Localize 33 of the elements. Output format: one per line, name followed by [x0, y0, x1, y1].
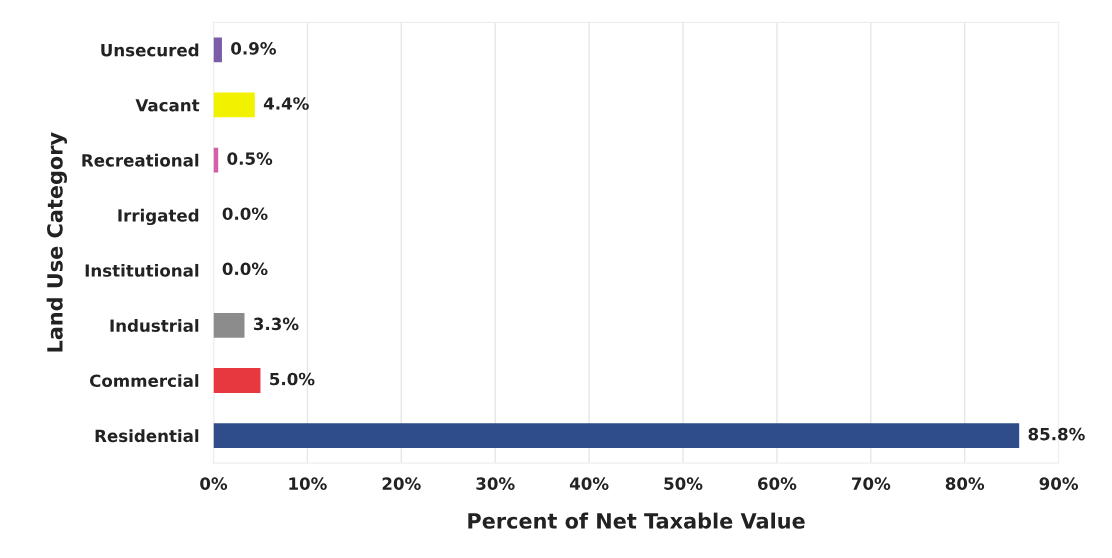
x-axis-title: Percent of Net Taxable Value [468, 512, 805, 529]
y-tick-label: Residential [95, 429, 199, 443]
y-tick-label: Irrigated [118, 208, 199, 226]
data-label: 0.0% [222, 262, 268, 276]
x-tick-label: 20% [382, 477, 421, 490]
x-tick-label: 50% [664, 477, 703, 490]
data-label: 0.9% [231, 42, 276, 55]
x-tick-label: 90% [1039, 477, 1079, 490]
x-tick-label: 10% [289, 477, 327, 490]
data-label: 4.4% [263, 97, 309, 110]
data-label: 3.3% [253, 317, 299, 331]
data-label: 0.0% [222, 207, 268, 221]
bar [213, 37, 222, 63]
bar [213, 423, 1020, 448]
data-label: 5.0% [270, 372, 315, 386]
bar [213, 92, 255, 118]
bar [213, 312, 245, 338]
y-tick-label: Recreational [82, 153, 199, 167]
x-tick-label: 80% [945, 477, 985, 490]
y-tick-label: Vacant [135, 99, 200, 112]
x-tick-label: 60% [758, 477, 797, 490]
y-axis-title: Land Use Category [46, 132, 67, 352]
x-tick-label: 70% [851, 477, 891, 490]
data-label: 85.8% [1028, 427, 1085, 441]
bar [213, 368, 261, 393]
x-tick-label: 40% [569, 477, 609, 490]
y-tick-label: Industrial [110, 319, 199, 332]
data-label: 0.5% [227, 152, 273, 165]
y-tick-label: Institutional [85, 263, 199, 277]
x-tick-label: 30% [476, 477, 515, 490]
y-tick-label: Unsecured [101, 43, 199, 57]
y-tick-label: Commercial [89, 374, 199, 388]
x-tick-label: 0% [200, 477, 228, 490]
